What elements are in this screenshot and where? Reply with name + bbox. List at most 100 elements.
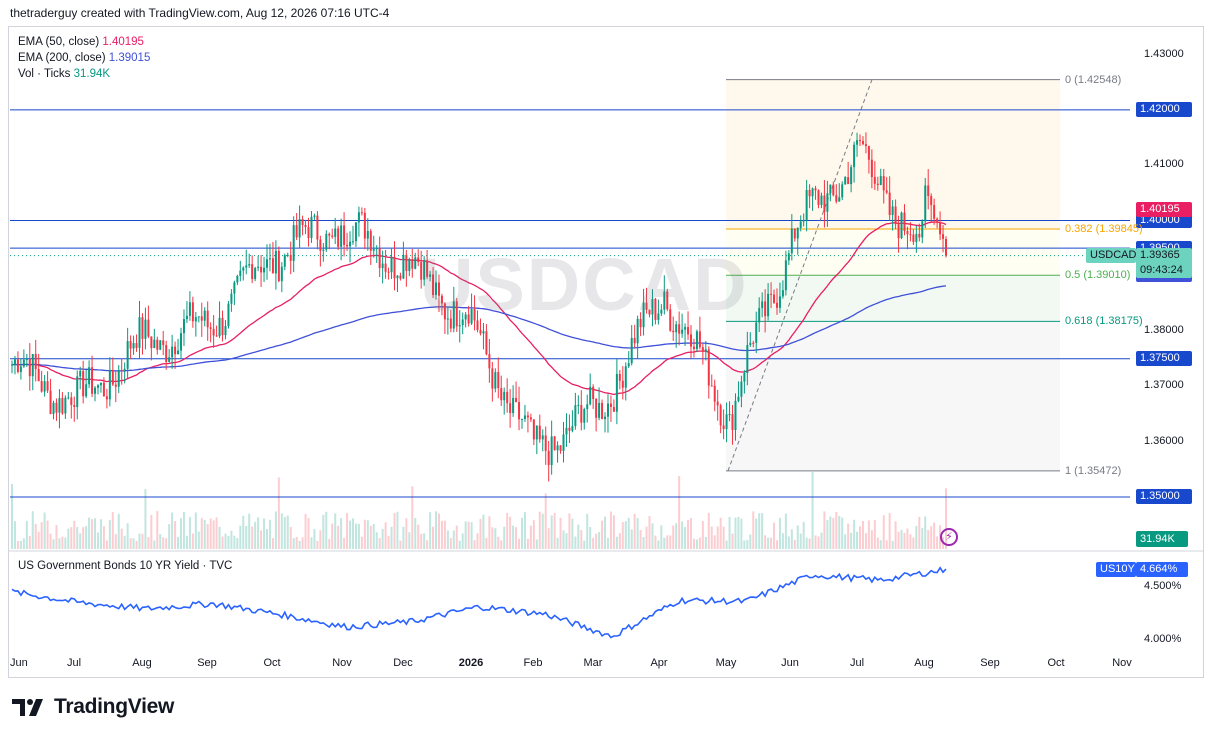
candle-body (912, 234, 915, 242)
candle-body (787, 253, 790, 261)
candle-body (25, 359, 28, 361)
candle-body (775, 302, 778, 308)
volume-bar (432, 526, 435, 549)
candle-body (606, 403, 609, 417)
volume-bar (449, 537, 452, 549)
volume-bar (85, 526, 88, 549)
candle-body (571, 426, 574, 431)
candle-body (102, 382, 105, 397)
volume-bar (790, 529, 793, 549)
volume-bar (672, 525, 675, 549)
candle-body (94, 387, 97, 394)
volume-bar (737, 516, 740, 549)
volume-bar (452, 530, 455, 549)
candle-body (325, 233, 328, 250)
candle-body (429, 274, 432, 277)
symbol-watermark: USDCAD (420, 243, 749, 326)
fib-label: 1 (1.35472) (1065, 464, 1122, 477)
candle-body (636, 318, 639, 344)
volume-bar (485, 537, 488, 549)
volume-bar (254, 521, 257, 549)
volume-bar (704, 537, 707, 549)
candle-body (850, 167, 853, 185)
volume-bar (283, 517, 286, 549)
volume-bar (506, 512, 509, 549)
candle-body (79, 371, 82, 377)
volume-bar (322, 514, 325, 549)
candle-body (500, 388, 503, 401)
candle-body (248, 264, 251, 266)
candle-body (114, 384, 117, 387)
ema200-legend[interactable]: EMA (200, close) 1.39015 (18, 50, 150, 66)
volume-bar (129, 538, 132, 549)
volume-legend[interactable]: Vol · Ticks 31.94K (18, 66, 150, 82)
volume-bar (135, 540, 138, 549)
tradingview-logo[interactable]: TradingView (12, 695, 174, 719)
candle-body (624, 366, 627, 388)
candle-body (684, 327, 687, 330)
volume-bar (918, 516, 921, 549)
candle-body (523, 415, 526, 419)
candle-body (334, 228, 337, 237)
ema50-legend[interactable]: EMA (50, close) 1.40195 (18, 34, 150, 50)
candle-body (873, 177, 876, 184)
volume-bar (102, 526, 105, 549)
volume-bar (437, 513, 440, 549)
yield-line (11, 566, 947, 639)
time-axis-label: Nov (1112, 657, 1132, 669)
volume-bar (595, 533, 598, 549)
volume-bar (461, 533, 464, 549)
candle-body (538, 425, 541, 440)
candle-body (870, 159, 873, 178)
volume-bar (541, 513, 544, 549)
time-axis-label: Dec (393, 657, 413, 669)
volume-bar (897, 531, 900, 549)
volume-bar (123, 535, 126, 549)
volume-bar (325, 511, 328, 549)
volume-bar (719, 517, 722, 549)
candle-body (927, 185, 930, 196)
volume-bar (168, 524, 171, 549)
fib-label: 0.5 (1.39010) (1065, 269, 1131, 282)
candle-body (242, 267, 245, 271)
volume-bar (903, 532, 906, 549)
events-icon[interactable]: ⚡ (940, 528, 958, 546)
candle-body (784, 260, 787, 291)
volume-bar (94, 518, 97, 549)
volume-bar (787, 536, 790, 549)
volume-value: 31.94K (73, 68, 111, 80)
volume-bar (532, 520, 535, 549)
volume-bar (470, 522, 473, 549)
volume-bar (479, 518, 482, 549)
candle-body (236, 275, 239, 283)
candle-body (73, 404, 76, 408)
volume-bar (180, 518, 183, 549)
candle-body (372, 249, 375, 251)
volume-bar (847, 523, 850, 549)
volume-bar (82, 527, 85, 549)
candle-body (544, 435, 547, 451)
yield-pane-title[interactable]: US Government Bonds 10 YR Yield · TVC (18, 560, 233, 572)
yield-value-tag: 4.664% (1136, 561, 1188, 577)
ema200-line (11, 285, 947, 372)
volume-bar (191, 533, 194, 549)
candle-body (147, 319, 150, 337)
volume-bar (817, 536, 820, 549)
volume-bar (357, 523, 360, 549)
candle-body (363, 212, 366, 239)
volume-bar (390, 526, 393, 549)
volume-bar (215, 517, 218, 549)
candle-body (817, 190, 820, 205)
candle-body (307, 227, 310, 239)
candle-body (449, 318, 452, 329)
volume-bar (784, 513, 787, 549)
candle-body (770, 293, 773, 295)
volume-bar (144, 489, 147, 549)
candle-body (437, 282, 440, 296)
candle-body (580, 404, 583, 423)
candle-body (227, 303, 230, 327)
candle-body (411, 259, 414, 269)
volume-bar (165, 538, 168, 549)
indicator-legend: EMA (50, close) 1.40195 EMA (200, close)… (18, 34, 150, 82)
